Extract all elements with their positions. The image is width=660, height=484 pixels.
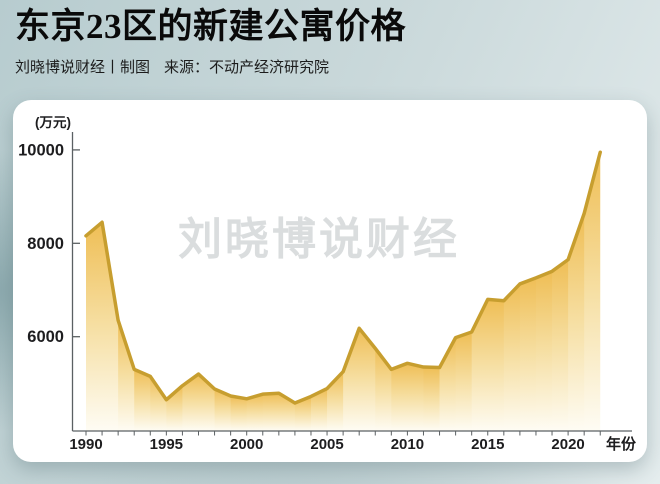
price-line [84,150,602,405]
area-segment [568,213,585,431]
area-segment [519,277,537,431]
source-label: 来源：不动产经济研究院 [164,59,330,76]
y-axis-unit-label: (万元) [35,115,71,130]
x-tick-label: 1990 [69,436,102,453]
y-tick-label: 6000 [27,328,64,346]
area-segment [310,388,328,431]
area-segment [391,363,408,431]
header: 东京23区的新建公寓价格 刘晓博说财经丨制图 来源：不动产经济研究院 [15,6,406,77]
x-tick-label: 2010 [391,436,424,453]
area-segment [359,328,376,431]
area-segment [423,367,441,431]
area-segment [487,299,505,431]
y-tick-label: 10000 [18,141,64,159]
x-axis-title: 年份 [606,435,637,453]
area-segment [198,374,216,431]
area-segment [262,393,280,431]
area-segment [134,369,151,431]
area-segment [455,332,473,431]
area-segment [552,259,569,431]
area-segment [407,363,425,431]
area-segment [375,348,392,431]
area-segment [86,222,103,431]
x-tick-label: 2000 [230,436,263,453]
area-segment [118,320,135,431]
area-segment [182,374,200,431]
area-segment [294,396,312,431]
subtitle: 刘晓博说财经丨制图 来源：不动产经济研究院 [15,56,406,77]
x-tick-label: 1995 [150,436,183,453]
area-segment [246,394,264,431]
axis-labels: (万元) 6000 8000 10000 1990 1995 2000 2005 2010 201… [18,115,637,453]
area-segment [230,396,248,431]
area-fill [86,152,601,432]
area-segment [214,389,232,431]
x-tick-label: 2005 [310,436,343,453]
area-segment [584,152,601,432]
watermark-text: 刘晓博说财经 [178,215,460,264]
page-title: 东京23区的新建公寓价格 [15,7,407,46]
y-tick-label: 8000 [27,235,64,253]
area-segment [150,376,167,431]
area-segment [471,299,489,431]
area-segment [535,271,553,431]
x-tick-label: 2015 [471,436,504,453]
area-segment [102,222,119,431]
x-tick-label: 2020 [551,436,584,453]
area-segment [503,283,521,431]
area-segment [343,328,360,431]
credit-label: 刘晓博说财经丨制图 [15,59,151,76]
axes [71,132,632,436]
